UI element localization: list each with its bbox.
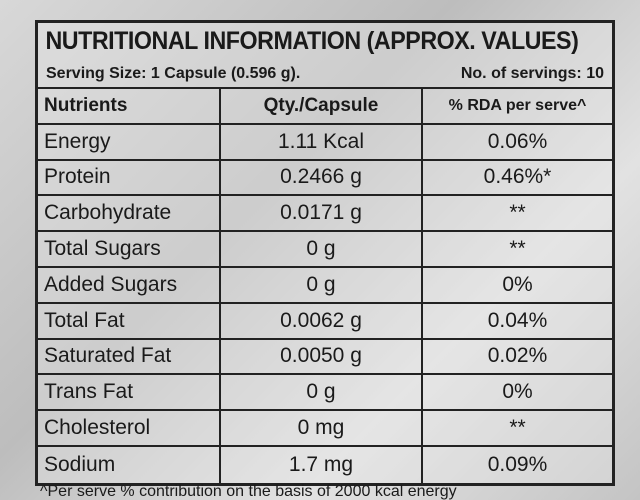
table-row: Energy 1.11 Kcal 0.06% xyxy=(38,124,612,161)
rda-percent: 0% xyxy=(502,380,533,404)
rda-percent: 0% xyxy=(502,272,533,296)
quantity: 0 g xyxy=(221,232,423,266)
servings: No. of servings: 10 xyxy=(460,65,604,82)
serving-size: Serving Size: 1 Capsule (0.596 g). xyxy=(46,65,301,82)
table-row: Protein 0.2466 g 0.46%* xyxy=(38,160,612,197)
nutrient-name: Protein xyxy=(38,160,221,195)
column-header: Nutrients xyxy=(38,89,221,123)
rda-percent: ** xyxy=(509,237,526,261)
nutrient-name: Trans Fat xyxy=(38,375,221,410)
serving-line: Serving Size: 1 Capsule (0.596 g). No. o… xyxy=(38,61,612,89)
quantity: 1.7 mg xyxy=(221,446,423,483)
table-row: Total Sugars 0 g ** xyxy=(38,232,612,268)
quantity: 0.0050 g xyxy=(221,339,423,374)
table-body: Energy 1.11 Kcal 0.06% Protein 0.2466 g 0.46%… xyxy=(38,124,612,483)
rda-percent: 0.46%* xyxy=(483,165,552,189)
rda-percent: 0.04% xyxy=(487,308,548,332)
table-row: Trans Fat 0 g 0% xyxy=(38,375,612,412)
table-row: Carbohydrate 0.0171 g ** xyxy=(38,196,612,233)
table-row: Added Sugars 0 g 0% xyxy=(38,267,612,304)
rda-percent: 0.09% xyxy=(487,452,548,476)
column-header: Qty./Capsule xyxy=(221,89,423,123)
quantity: 0 g xyxy=(221,267,423,302)
quantity: 0 mg xyxy=(221,411,423,445)
table-row: Sodium 1.7 mg 0.09% xyxy=(38,446,612,483)
quantity: 0 g xyxy=(221,375,423,410)
nutrient-name: Energy xyxy=(38,124,221,159)
nutrient-name: Total Fat xyxy=(38,303,221,338)
column-header: % RDA per serve^ xyxy=(448,96,587,114)
nutrient-name: Added Sugars xyxy=(38,267,221,302)
nutrient-name: Sodium xyxy=(38,446,221,483)
quantity: 1.11 Kcal xyxy=(221,124,423,159)
footnote: ^Per serve % contribution on the basis o… xyxy=(40,483,457,500)
table-row: Cholesterol 0 mg ** xyxy=(38,411,612,447)
nutrient-name: Cholesterol xyxy=(38,411,221,445)
quantity: 0.0171 g xyxy=(221,196,423,231)
nutrient-name: Carbohydrate xyxy=(38,196,221,231)
nutrition-table: NUTRITIONAL INFORMATION (APPROX. VALUES)… xyxy=(35,20,615,486)
rda-percent: ** xyxy=(509,201,526,225)
nutrient-name: Saturated Fat xyxy=(38,339,221,374)
table-row: Total Fat 0.0062 g 0.04% xyxy=(38,303,612,340)
header-row: Nutrients Qty./Capsule % RDA per serve^ xyxy=(38,89,612,125)
rda-percent: 0.06% xyxy=(487,129,548,153)
quantity: 0.0062 g xyxy=(221,303,423,338)
rda-percent: ** xyxy=(509,416,526,440)
table-title: NUTRITIONAL INFORMATION (APPROX. VALUES) xyxy=(45,27,579,55)
rda-percent: 0.02% xyxy=(487,344,548,368)
nutrient-name: Total Sugars xyxy=(38,232,221,266)
quantity: 0.2466 g xyxy=(221,160,423,195)
table-row: Saturated Fat 0.0050 g 0.02% xyxy=(38,339,612,376)
